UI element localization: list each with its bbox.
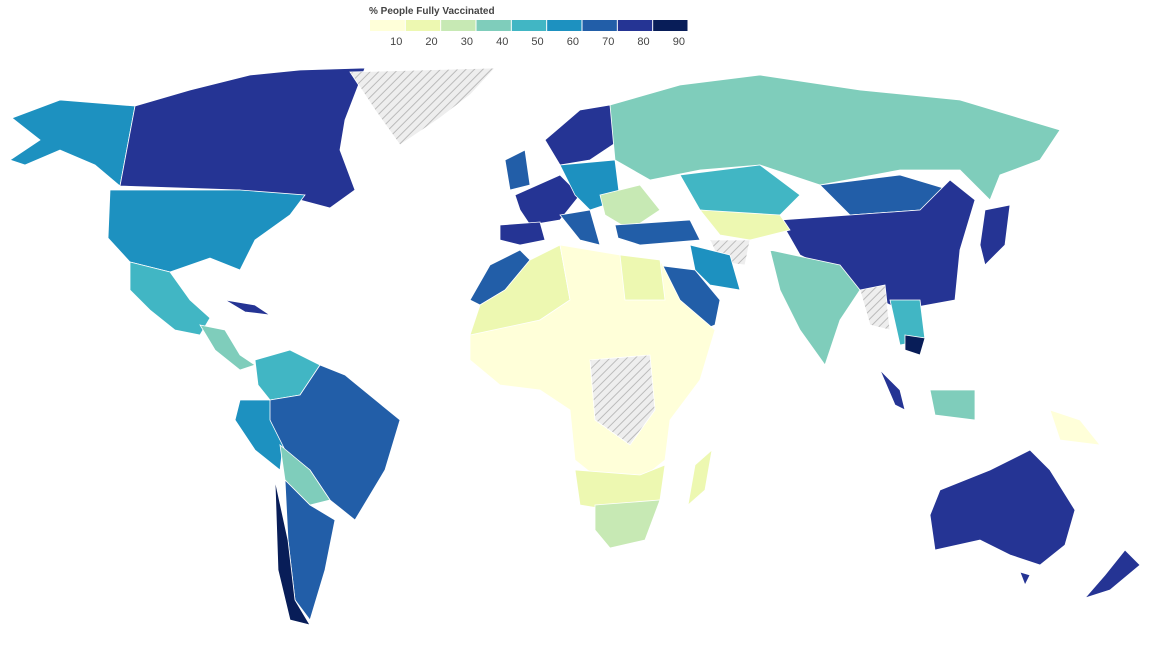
legend-swatch	[617, 20, 653, 31]
country	[904, 334, 926, 356]
country	[1049, 409, 1101, 446]
country	[979, 204, 1011, 266]
country	[9, 99, 136, 187]
legend-tick-label: 80	[637, 36, 649, 48]
legend-swatch	[476, 20, 512, 31]
legend: % People Fully Vaccinated 10 20 30 40 50 60 70…	[369, 6, 689, 48]
country	[129, 261, 211, 336]
legend-swatch	[582, 20, 618, 31]
legend-tick-label: 30	[461, 36, 473, 48]
country	[859, 284, 891, 331]
country	[929, 389, 976, 421]
legend-tick-label: 50	[531, 36, 543, 48]
country	[769, 249, 861, 366]
legend-swatch	[511, 20, 547, 31]
country	[349, 67, 496, 146]
legend-tick-label: 40	[496, 36, 508, 48]
country	[514, 174, 581, 226]
legend-swatch	[546, 20, 582, 31]
legend-swatch	[405, 20, 441, 31]
country	[279, 444, 331, 506]
country	[619, 254, 666, 301]
legend-swatch	[440, 20, 476, 31]
country	[199, 324, 256, 371]
country	[499, 221, 546, 246]
country	[544, 104, 621, 166]
legend-tick-label: 90	[673, 36, 685, 48]
country	[504, 149, 531, 191]
country	[559, 209, 601, 246]
country	[269, 364, 401, 521]
legend-tick-label: 20	[425, 36, 437, 48]
country	[609, 74, 1061, 201]
legend-tick-label: 70	[602, 36, 614, 48]
country	[224, 299, 271, 316]
country	[599, 184, 661, 231]
country	[594, 499, 661, 549]
country	[107, 189, 306, 273]
country	[589, 354, 656, 446]
country	[689, 244, 741, 291]
country	[889, 299, 926, 346]
country	[1019, 571, 1031, 586]
legend-tick-label: 60	[567, 36, 579, 48]
legend-tick-label: 10	[390, 36, 402, 48]
country	[1083, 549, 1141, 599]
countries	[9, 67, 1141, 626]
legend-swatch	[370, 20, 406, 31]
country	[614, 219, 701, 246]
country	[879, 369, 906, 411]
legend-title: % People Fully Vaccinated	[369, 6, 495, 17]
country	[929, 449, 1076, 566]
country	[274, 479, 311, 626]
country	[687, 448, 713, 507]
legend-swatch	[652, 20, 688, 31]
country	[699, 209, 791, 241]
